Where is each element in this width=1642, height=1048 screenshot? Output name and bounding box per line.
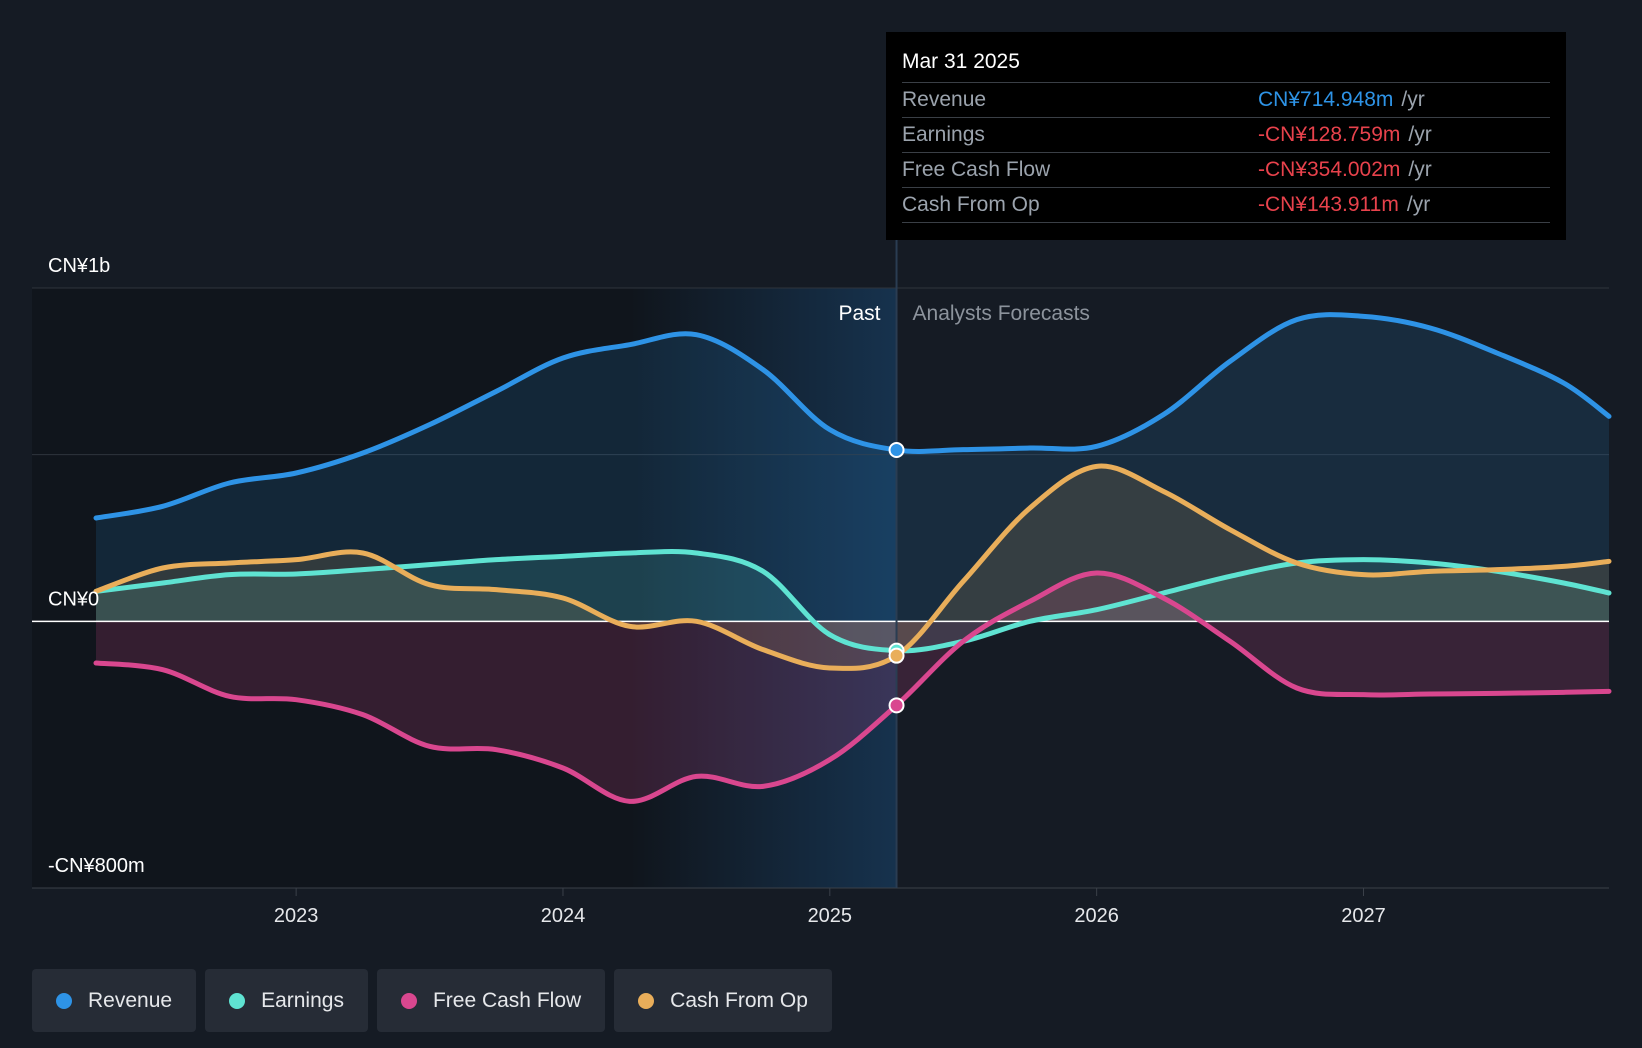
series-line-revenue [93, 312, 1612, 521]
tooltip-row-free-cash-flow: Free Cash Flow -CN¥354.002m /yr [902, 153, 1550, 188]
tooltip-label: Revenue [902, 88, 987, 111]
x-tick-label: 2026 [1074, 905, 1119, 927]
tooltip-unit: /yr [1408, 158, 1432, 181]
legend-label: Cash From Op [670, 988, 808, 1012]
legend-dot-icon [56, 992, 72, 1009]
past-label: Past [838, 302, 880, 325]
tooltip-unit: /yr [1406, 193, 1431, 216]
legend-item-cash-from-op[interactable]: Cash From Op [614, 969, 832, 1032]
series-area-free-cash-flow [96, 572, 1609, 802]
legend-item-free-cash-flow[interactable]: Free Cash Flow [376, 969, 606, 1032]
highlight-marker-cash-from-op [888, 647, 905, 664]
x-tick-label: 2027 [1341, 905, 1386, 927]
x-tick-label: 2023 [274, 905, 319, 927]
tooltip-label: Earnings [902, 123, 985, 146]
legend-label: Free Cash Flow [432, 988, 582, 1012]
data-tooltip: Mar 31 2025 Revenue CN¥714.948m /yr Earn… [886, 32, 1566, 240]
tooltip-row-revenue: Revenue CN¥714.948m /yr [902, 83, 1550, 118]
legend-item-earnings[interactable]: Earnings [205, 969, 368, 1032]
series-line-free-cash-flow [93, 570, 1612, 804]
x-tick-label: 2025 [808, 905, 853, 927]
earnings-revenue-chart: CN¥1b CN¥0 -CN¥800m 2023 2024 2025 2026 2027 Pas… [32, 240, 1612, 927]
y-tick-label: CN¥0 [48, 588, 99, 610]
tooltip-unit: /yr [1408, 123, 1432, 146]
tooltip-value: -CN¥143.911m [1258, 193, 1399, 216]
tooltip-value: -CN¥128.759m [1258, 123, 1401, 146]
legend-dot-icon [400, 992, 417, 1009]
tooltip-row-earnings: Earnings -CN¥128.759m /yr [902, 118, 1550, 153]
y-tick-label: -CN¥800m [48, 855, 145, 877]
legend-dot-icon [229, 992, 246, 1009]
highlight-marker-revenue [888, 442, 905, 458]
forecast-label: Analysts Forecasts [913, 302, 1090, 325]
tooltip-label: Cash From Op [902, 193, 1040, 216]
legend-label: Revenue [88, 988, 173, 1012]
tooltip-value: CN¥714.948m [1258, 88, 1394, 111]
y-tick-label: CN¥1b [48, 255, 110, 277]
tooltip-unit: /yr [1401, 88, 1425, 111]
legend-dot-icon [638, 992, 655, 1009]
tooltip-row-cash-from-op: Cash From Op -CN¥143.911m /yr [902, 188, 1550, 223]
tooltip-label: Free Cash Flow [902, 158, 1051, 181]
series-area-revenue [96, 314, 1609, 622]
tooltip-value: -CN¥354.002m [1258, 158, 1401, 181]
series-area-cash-from-op [96, 466, 1609, 669]
highlight-marker-free-cash-flow [888, 697, 905, 714]
tooltip-date: Mar 31 2025 [902, 46, 1550, 83]
legend: Revenue Earnings Free Cash Flow Cash Fro… [32, 969, 832, 1032]
series-line-earnings [93, 549, 1612, 654]
series-line-cash-from-op [93, 463, 1612, 672]
legend-label: Earnings [261, 988, 344, 1012]
x-tick-label: 2024 [541, 905, 586, 927]
legend-item-revenue[interactable]: Revenue [32, 969, 197, 1032]
